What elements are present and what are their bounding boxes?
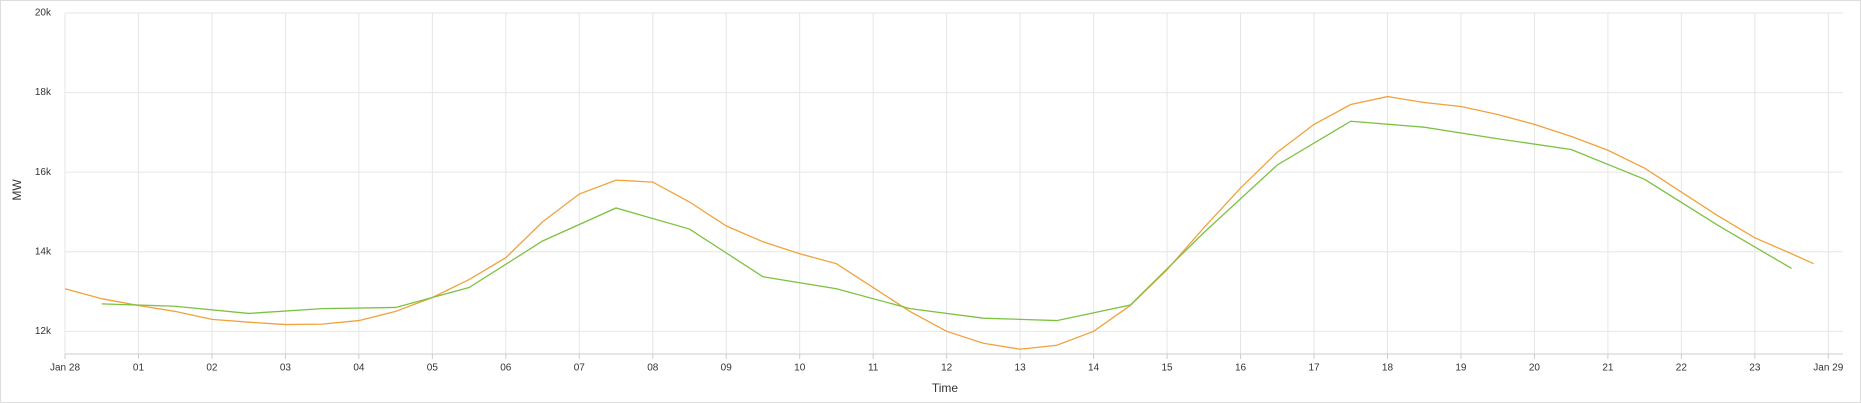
x-tick-label: 07 bbox=[574, 363, 586, 374]
y-tick-label: 12k bbox=[35, 326, 52, 337]
x-tick-label: 08 bbox=[647, 363, 659, 374]
x-tick-label: 17 bbox=[1308, 363, 1320, 374]
x-tick-label: 04 bbox=[353, 363, 365, 374]
x-tick-label: 11 bbox=[868, 363, 879, 374]
x-tick-label: 23 bbox=[1749, 363, 1761, 374]
x-tick-label: Jan 28 bbox=[50, 363, 80, 374]
series-line bbox=[101, 120, 1792, 322]
x-tick-label: 01 bbox=[133, 363, 145, 374]
x-tick-label: 16 bbox=[1235, 363, 1247, 374]
x-axis-title: Time bbox=[932, 381, 959, 395]
x-tick-label: 15 bbox=[1162, 363, 1174, 374]
y-axis-title: MW bbox=[10, 179, 24, 201]
x-tick-label: 02 bbox=[206, 363, 218, 374]
x-tick-label: 13 bbox=[1015, 363, 1027, 374]
x-tick-label: 03 bbox=[280, 363, 292, 374]
x-tick-label: 06 bbox=[500, 363, 512, 374]
x-tick-label: 19 bbox=[1455, 363, 1467, 374]
y-tick-label: 20k bbox=[35, 8, 52, 19]
x-tick-label: Jan 29 bbox=[1813, 363, 1843, 374]
series-line bbox=[64, 95, 1814, 350]
x-tick-label: 09 bbox=[721, 363, 733, 374]
x-tick-label: 22 bbox=[1676, 363, 1688, 374]
x-tick-label: 10 bbox=[794, 363, 806, 374]
x-tick-label: 20 bbox=[1529, 363, 1541, 374]
x-tick-label: 21 bbox=[1602, 363, 1614, 374]
y-tick-label: 16k bbox=[35, 167, 52, 178]
x-tick-label: 14 bbox=[1088, 363, 1100, 374]
x-tick-label: 12 bbox=[941, 363, 953, 374]
x-tick-label: 18 bbox=[1382, 363, 1394, 374]
y-tick-label: 14k bbox=[35, 246, 52, 257]
y-tick-label: 18k bbox=[35, 87, 52, 98]
x-tick-label: 05 bbox=[427, 363, 439, 374]
